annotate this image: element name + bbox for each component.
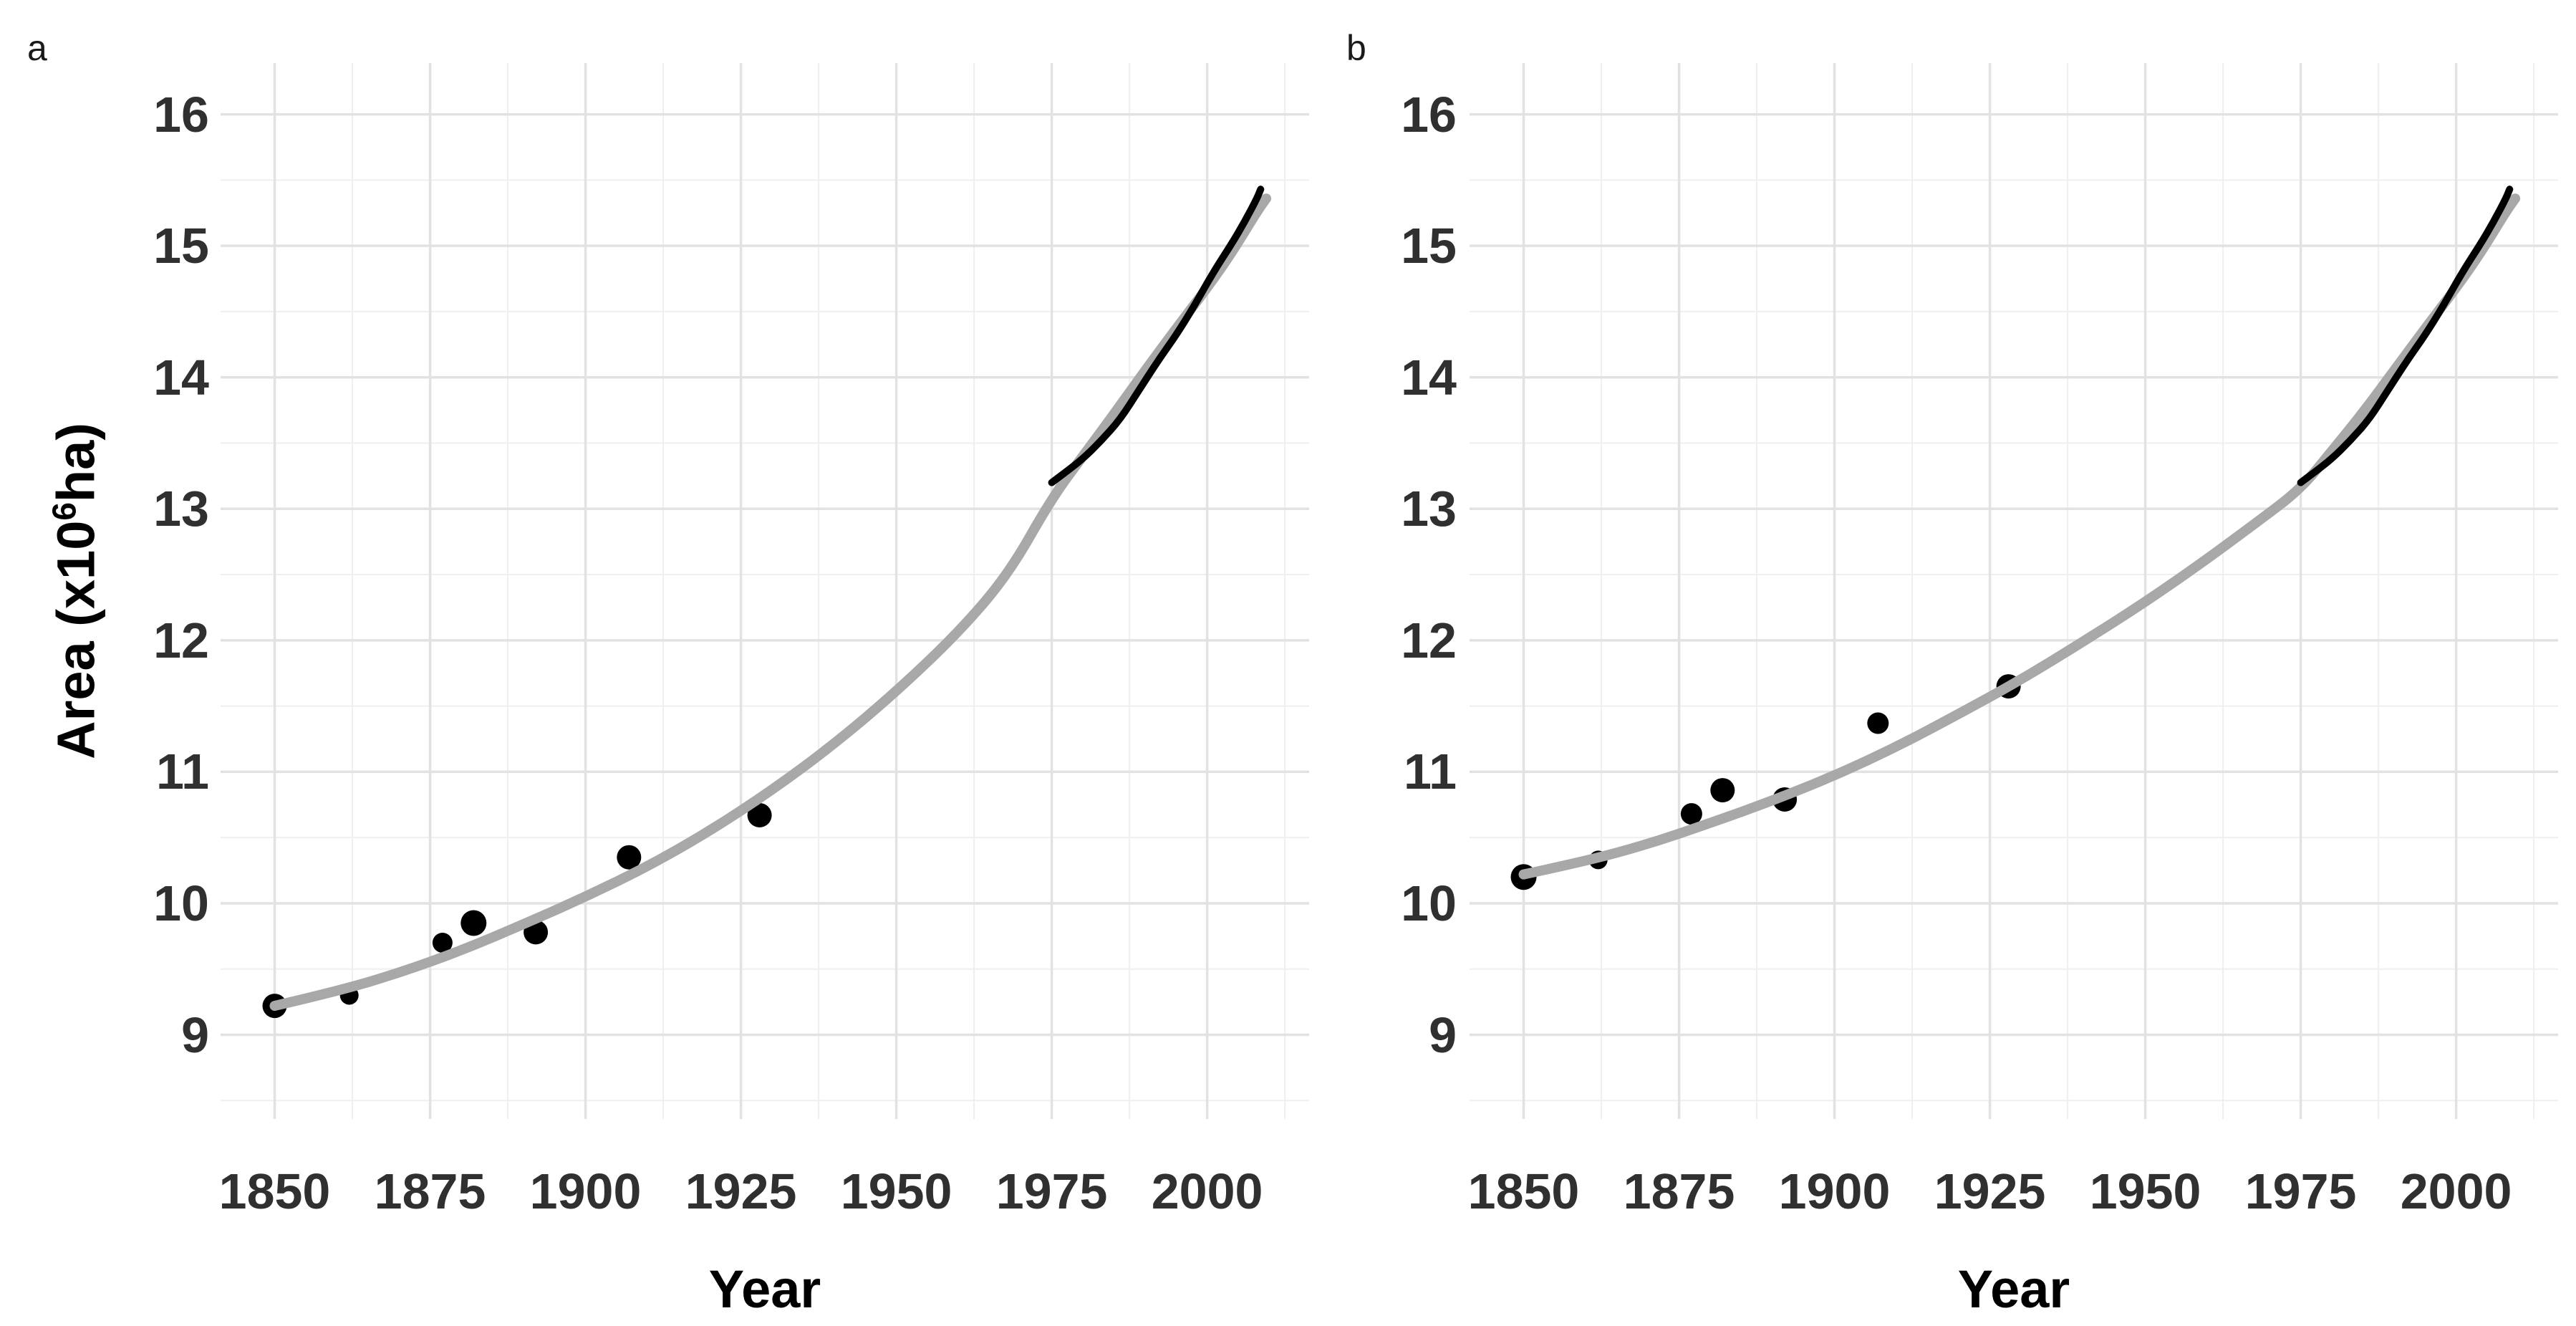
data-point bbox=[1680, 803, 1702, 825]
data-point bbox=[617, 845, 642, 870]
data-point bbox=[432, 933, 453, 953]
x-tick-label: 1850 bbox=[218, 1163, 331, 1219]
panel-a-plot bbox=[221, 63, 1309, 1119]
x-tick-label: 1950 bbox=[2089, 1163, 2201, 1219]
y-tick-label: 12 bbox=[1401, 612, 1457, 668]
y-tick-label: 13 bbox=[1401, 481, 1457, 537]
y-tick-label: 14 bbox=[153, 349, 209, 405]
x-tick-label: 2000 bbox=[2400, 1163, 2512, 1219]
y-tick-label: 14 bbox=[1401, 349, 1457, 405]
x-tick-label: 1925 bbox=[1934, 1163, 2046, 1219]
y-tick-label: 10 bbox=[1401, 875, 1457, 931]
x-axis-title-b: Year bbox=[1957, 1259, 2070, 1319]
data-point bbox=[1710, 778, 1735, 803]
smooth-trend-line bbox=[269, 193, 1272, 1012]
x-tick-label: 2000 bbox=[1151, 1163, 1263, 1219]
x-tick-label: 1975 bbox=[2244, 1163, 2357, 1219]
x-tick-label: 1925 bbox=[685, 1163, 797, 1219]
x-tick-label: 1950 bbox=[840, 1163, 952, 1219]
y-tick-label: 16 bbox=[153, 86, 209, 143]
x-tick-label: 1850 bbox=[1467, 1163, 1580, 1219]
x-axis-title-a: Year bbox=[708, 1259, 821, 1319]
y-tick-label: 15 bbox=[1401, 218, 1457, 274]
y-axis-title: Area (x106ha) bbox=[38, 423, 106, 759]
y-tick-label: 11 bbox=[1404, 744, 1457, 800]
y-tick-label: 16 bbox=[1401, 86, 1457, 143]
x-tick-label: 1875 bbox=[374, 1163, 486, 1219]
y-tick-label: 12 bbox=[153, 612, 209, 668]
x-tick-label: 1900 bbox=[529, 1163, 642, 1219]
y-tick-label: 13 bbox=[153, 481, 209, 537]
observed-area-line bbox=[2297, 186, 2514, 486]
data-point bbox=[460, 910, 487, 936]
x-tick-label: 1900 bbox=[1778, 1163, 1891, 1219]
y-tick-label: 15 bbox=[153, 218, 209, 274]
y-tick-label: 10 bbox=[153, 875, 209, 931]
y-tick-label: 9 bbox=[1429, 1006, 1457, 1063]
observed-area-line bbox=[1048, 186, 1265, 486]
data-point bbox=[1867, 712, 1889, 734]
y-tick-label: 11 bbox=[156, 744, 209, 800]
panel-a-tag: a bbox=[27, 28, 47, 68]
panel-b-tag: b bbox=[1346, 28, 1366, 68]
y-tick-label: 9 bbox=[181, 1006, 209, 1063]
x-tick-label: 1975 bbox=[995, 1163, 1108, 1219]
smooth-trend-line bbox=[1518, 193, 2521, 880]
x-tick-label: 1875 bbox=[1623, 1163, 1735, 1219]
panel-b-plot bbox=[1470, 63, 2558, 1119]
data-point bbox=[747, 802, 772, 827]
